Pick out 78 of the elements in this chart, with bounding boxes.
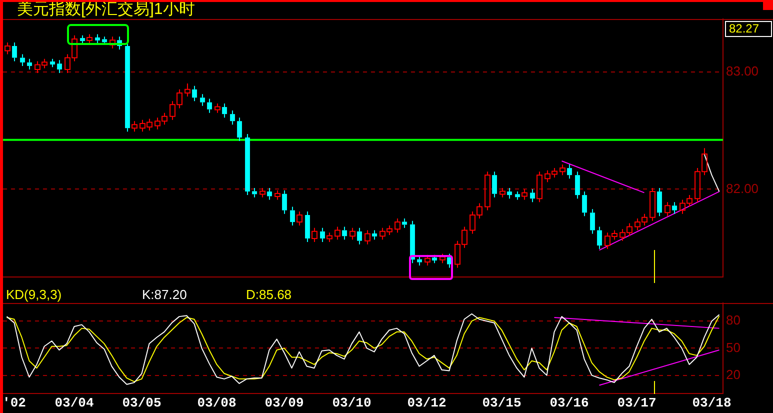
candlestick [334, 226, 340, 240]
x-tick-label: 03/16 [550, 395, 589, 410]
candlestick [132, 120, 138, 132]
candlestick [184, 83, 190, 97]
candlestick [440, 253, 446, 264]
x-tick-label: 03/18 [692, 395, 732, 410]
y-tick-label: 82.00 [726, 180, 759, 196]
candlestick [500, 188, 506, 198]
candlestick [515, 191, 520, 200]
candlestick [402, 218, 407, 228]
candlestick [492, 171, 497, 198]
candlestick [326, 232, 332, 242]
candlestick [50, 58, 55, 68]
candlestick [200, 94, 205, 106]
candlestick [207, 98, 212, 114]
series-label: K:87.20 [142, 287, 187, 302]
candlestick [260, 188, 266, 198]
candlestick [237, 117, 242, 142]
candlestick [372, 230, 377, 240]
candlestick [357, 227, 362, 245]
x-tick-label: 03/08 [197, 395, 236, 410]
candlestick [424, 254, 430, 266]
candlestick [560, 164, 566, 176]
candlestick [394, 218, 400, 234]
candlestick [267, 188, 272, 200]
candlestick [192, 85, 197, 102]
candlestick [350, 227, 356, 240]
candlestick [110, 36, 116, 49]
candlestick [575, 171, 580, 200]
x-tick-label: '02 [2, 395, 26, 410]
candlestick [4, 42, 10, 55]
y-tick-label: 80 [726, 312, 740, 328]
candlestick [27, 58, 32, 70]
x-tick-label: 03/04 [54, 395, 94, 410]
text: 82.27 [729, 21, 760, 36]
candlestick [282, 190, 287, 214]
x-tick-label: 03/10 [332, 395, 372, 410]
candlestick [522, 188, 528, 200]
candlestick [657, 188, 662, 217]
candlestick [672, 202, 677, 214]
candlestick [252, 188, 257, 198]
x-tick-label: 03/12 [407, 395, 446, 410]
candlestick [57, 60, 62, 74]
candlestick [320, 227, 325, 242]
chart-title: KD(9,3,3) [6, 287, 62, 302]
candlestick [290, 206, 295, 226]
candlestick [597, 226, 602, 250]
candlestick [230, 110, 235, 126]
candlestick [214, 103, 220, 114]
text: D:85.68 [246, 287, 292, 302]
candlestick [305, 210, 310, 242]
candlestick [312, 227, 318, 242]
x-tick-label: 03/15 [482, 395, 522, 410]
candlestick [650, 188, 656, 222]
candlestick [364, 230, 370, 245]
candlestick [582, 191, 587, 217]
candlestick [86, 34, 92, 44]
x-tick-label: 03/17 [617, 395, 656, 410]
candlestick [590, 208, 595, 234]
x-tick-label: 03/09 [264, 395, 304, 410]
y-tick-label: 83.00 [726, 63, 759, 78]
candlestick [20, 54, 25, 66]
candlestick [296, 210, 302, 226]
candlestick [342, 226, 347, 240]
candlestick [245, 134, 250, 196]
candlestick [664, 202, 670, 217]
y-tick-label: 20 [726, 366, 740, 382]
candlestick [484, 171, 490, 211]
candlestick [567, 164, 572, 180]
x-tick-label: 03/05 [122, 395, 162, 410]
candlestick [536, 171, 542, 203]
candlestick [222, 103, 227, 118]
candlestick [274, 190, 280, 200]
y-tick-label: 50 [726, 340, 740, 355]
candlestick [410, 220, 415, 264]
candlestick [530, 188, 535, 203]
candlestick [12, 42, 17, 62]
candlestick [507, 188, 512, 200]
